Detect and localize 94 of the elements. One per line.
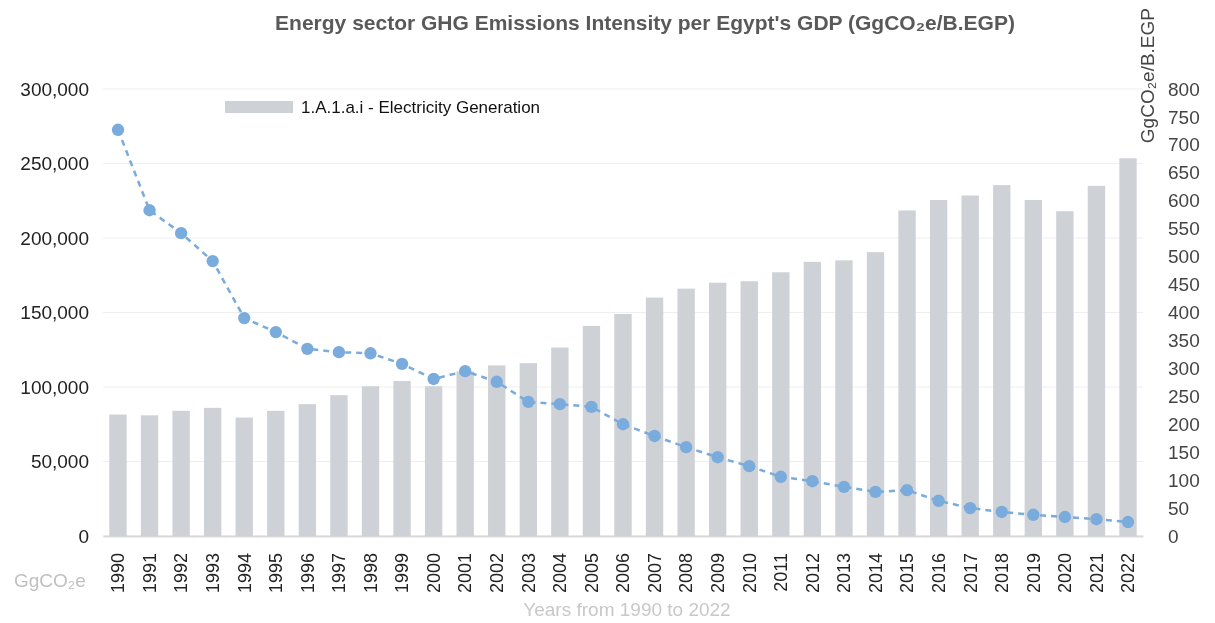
x-tick-label: 2001	[455, 553, 476, 594]
x-tick-label: 2017	[960, 553, 981, 594]
point	[269, 325, 282, 339]
x-tick-label: 2019	[1023, 553, 1044, 594]
point	[1027, 508, 1040, 521]
y-tick-label: 0	[78, 525, 89, 547]
point	[301, 342, 314, 355]
x-tick-label: 1990	[108, 553, 129, 594]
y2-tick-label: 400	[1168, 302, 1200, 324]
point	[490, 375, 503, 388]
x-tick-label: 1999	[392, 553, 413, 594]
y2-tick-label: 750	[1168, 106, 1200, 128]
y2-tick-label: 800	[1168, 78, 1200, 100]
y2-tick-label: 100	[1168, 469, 1200, 491]
x-tick-label: 1992	[171, 553, 192, 594]
point	[364, 347, 377, 360]
point	[143, 204, 156, 217]
point	[900, 484, 914, 497]
y2-axis-title: GgCO₂e/B.EGP	[1137, 8, 1158, 144]
point	[932, 494, 945, 507]
y2-tick-label: 350	[1168, 330, 1200, 352]
point	[616, 418, 630, 431]
point	[174, 226, 188, 240]
y2-tick-label: 600	[1168, 190, 1200, 212]
y2-tick-label: 0	[1168, 525, 1179, 547]
x-tick-label: 1994	[234, 553, 255, 594]
chart-title: Energy sector GHG Emissions Intensity per Egypt's GDP (GgCO₂e/B.EGP)	[275, 11, 1015, 34]
x-tick-label: 1997	[329, 553, 350, 594]
x-tick-label: 2013	[834, 553, 855, 594]
x-tick-label: 1996	[297, 553, 318, 594]
point	[206, 254, 219, 268]
y2-tick-label: 50	[1168, 497, 1190, 519]
point	[679, 440, 693, 454]
y2-tick-label: 300	[1168, 357, 1200, 379]
x-tick-label: 1995	[266, 553, 287, 594]
point	[995, 505, 1008, 519]
x-tick-label: 2020	[1055, 553, 1076, 594]
x-tick-label: 2000	[423, 553, 444, 594]
y2-tick-label: 550	[1168, 218, 1200, 240]
x-tick-label: 2014	[865, 553, 886, 594]
y2-tick-label: 150	[1168, 441, 1200, 463]
y2-tick-label: 250	[1168, 385, 1200, 407]
point	[522, 395, 535, 409]
x-tick-label: 2007	[644, 553, 665, 594]
point	[1058, 510, 1072, 524]
point	[648, 429, 661, 443]
y2-tick-label: 500	[1168, 246, 1200, 268]
x-tick-label: 2021	[1086, 553, 1107, 594]
x-tick-label: 2009	[707, 553, 728, 594]
y-tick-label: 250,000	[20, 153, 89, 175]
x-tick-label: 1993	[202, 553, 223, 594]
legend-label: 1.A.1.a.i - Electricity Generation	[301, 98, 541, 117]
y2-tick-label: 450	[1168, 274, 1200, 296]
y-tick-label: 200,000	[20, 227, 89, 249]
x-tick-label: 1991	[139, 553, 160, 594]
y2-tick-label: 650	[1168, 162, 1200, 184]
point	[459, 365, 472, 378]
x-tick-label: 2015	[897, 553, 918, 594]
x-tick-label: 2008	[676, 553, 697, 594]
point	[395, 357, 409, 371]
y-tick-label: 300,000	[20, 78, 89, 100]
x-tick-label: 2011	[771, 553, 792, 592]
point	[869, 485, 882, 499]
point	[427, 372, 440, 386]
x-tick-label: 2004	[550, 553, 571, 594]
y-tick-label: 150,000	[20, 302, 89, 324]
point	[553, 397, 567, 411]
x-tick-label: 2002	[487, 553, 508, 594]
x-tick-label: 2022	[1118, 553, 1139, 594]
x-tick-label: 2018	[992, 553, 1013, 594]
y-axis-title: GgCO₂e	[14, 570, 86, 591]
point	[111, 123, 125, 136]
x-tick-label: 2016	[928, 553, 949, 594]
y-tick-label: 50,000	[30, 451, 89, 473]
y2-tick-label: 200	[1168, 413, 1200, 435]
point	[806, 475, 819, 488]
point	[332, 346, 346, 359]
point	[585, 400, 598, 414]
point	[711, 451, 724, 464]
x-tick-label: 2006	[613, 553, 634, 594]
point	[837, 480, 851, 493]
point	[1090, 513, 1103, 526]
y-tick-label: 100,000	[20, 376, 89, 398]
x-tick-label: 2003	[518, 553, 539, 594]
x-tick-label: 1998	[360, 553, 381, 594]
point	[1121, 515, 1135, 529]
point	[743, 459, 756, 473]
point	[238, 311, 251, 325]
point	[964, 501, 977, 515]
point	[774, 470, 787, 483]
x-tick-label: 2010	[739, 553, 760, 594]
x-tick-label: 2005	[581, 553, 602, 594]
x-tick-label: 2012	[802, 553, 823, 594]
y2-tick-label: 700	[1168, 134, 1200, 156]
